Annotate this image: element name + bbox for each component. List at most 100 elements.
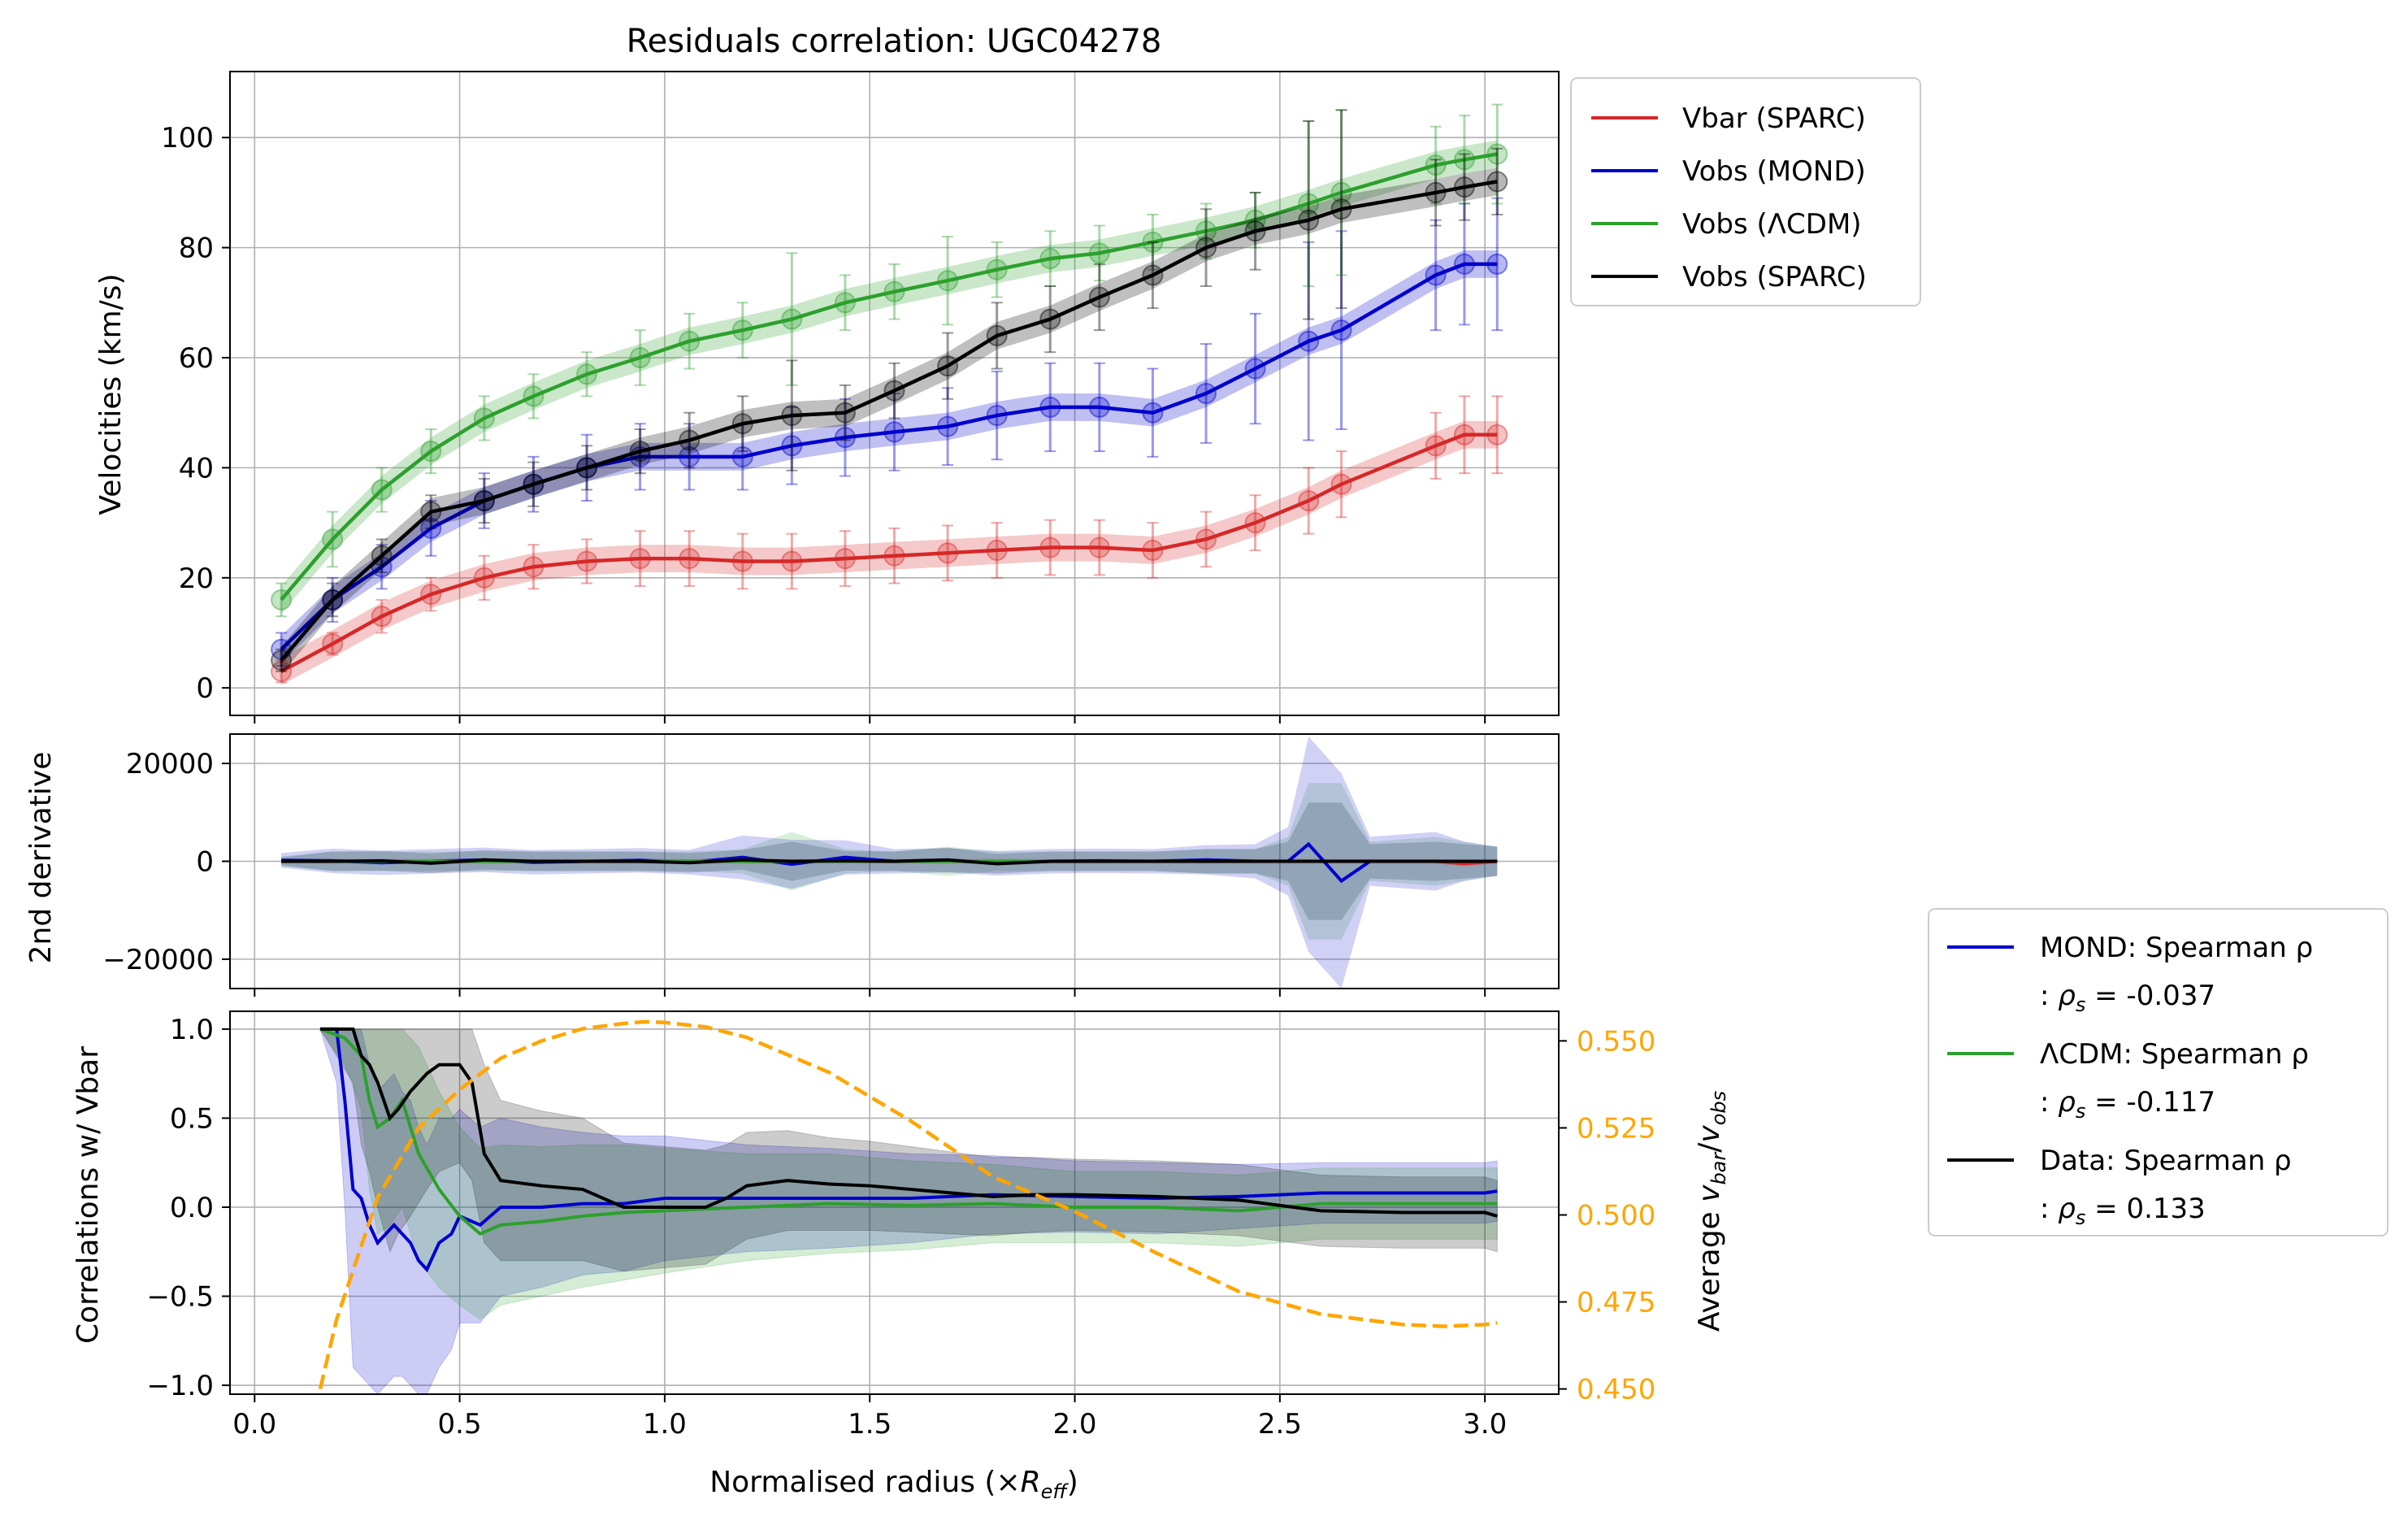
point-0-22 xyxy=(1425,435,1447,457)
point-2-15 xyxy=(1039,248,1061,270)
legend-stat-mond: : ρs = -0.037 xyxy=(2040,980,2215,1016)
point-3-6 xyxy=(576,457,598,479)
point-3-18 xyxy=(1195,237,1217,259)
point-0-3 xyxy=(420,584,442,606)
point-2-23 xyxy=(1453,149,1475,171)
y-tick-label-0: −1.0 xyxy=(146,1370,214,1402)
point-1-3 xyxy=(420,517,442,539)
point-0-20 xyxy=(1298,490,1320,511)
point-3-3 xyxy=(420,501,442,523)
point-2-2 xyxy=(371,479,393,501)
y-tick-label-1: 0 xyxy=(196,846,214,879)
point-2-0 xyxy=(271,589,293,611)
point-0-12 xyxy=(883,545,905,567)
y-tick-label-3: 0.5 xyxy=(170,1102,214,1135)
point-3-21 xyxy=(1330,198,1352,220)
point-2-3 xyxy=(420,441,442,463)
y-tick-label-0: 0 xyxy=(196,672,214,705)
point-2-21 xyxy=(1330,181,1352,203)
line-0 xyxy=(280,432,1498,673)
point-0-15 xyxy=(1039,537,1061,558)
point-3-23 xyxy=(1453,176,1475,198)
point-0-19 xyxy=(1244,512,1266,534)
legend-item-lcdm: ΛCDM: Spearman ρ : ρs = -0.117 xyxy=(1947,1038,2309,1123)
band-2 xyxy=(281,140,1498,614)
point-3-17 xyxy=(1142,264,1164,286)
point-3-9 xyxy=(731,413,753,435)
point-2-20 xyxy=(1298,193,1320,215)
point-3-2 xyxy=(371,545,393,567)
point-3-7 xyxy=(629,441,651,463)
line-1 xyxy=(319,1028,1498,1236)
point-3-13 xyxy=(937,355,959,377)
velocities-panel: 0 20 40 60 80 100 xyxy=(161,71,1560,724)
point-1-20 xyxy=(1298,330,1320,352)
point-1-23 xyxy=(1453,253,1475,275)
panel3-y-label: Correlations w/ Vbar xyxy=(72,1046,105,1344)
point-2-17 xyxy=(1142,231,1164,253)
x-axis: 0.0 0.5 1.0 1.5 2.0 2.5 3.0 xyxy=(232,1394,1507,1441)
y2-tick-label-0: 0.450 xyxy=(1577,1374,1655,1406)
y2-tick-label-4: 0.550 xyxy=(1577,1025,1655,1058)
point-2-22 xyxy=(1425,154,1447,176)
point-2-18 xyxy=(1195,220,1217,242)
point-2-8 xyxy=(679,330,701,352)
point-1-11 xyxy=(834,427,856,449)
legend-item-vobs-mond: Vobs (MOND) xyxy=(1591,155,1866,188)
point-2-7 xyxy=(629,347,651,368)
point-0-2 xyxy=(371,606,393,628)
point-2-11 xyxy=(834,292,856,314)
point-2-14 xyxy=(986,259,1008,280)
legend-stat-data: : ρs = 0.133 xyxy=(2040,1193,2206,1229)
point-0-0 xyxy=(271,660,293,682)
point-1-21 xyxy=(1330,319,1352,341)
point-0-7 xyxy=(629,548,651,570)
y-tick-label-4: 1.0 xyxy=(170,1014,214,1046)
panel-frame xyxy=(229,1010,1560,1395)
point-3-14 xyxy=(986,324,1008,346)
point-1-12 xyxy=(883,421,905,443)
panel1-y-label: Velocities (km/s) xyxy=(94,273,128,515)
line-3 xyxy=(281,858,1498,866)
point-2-12 xyxy=(883,280,905,302)
x-axis-label: Normalised radius (×Reff) xyxy=(709,1466,1078,1503)
y-tick-label-0: −20000 xyxy=(102,944,214,976)
point-2-5 xyxy=(523,385,545,407)
point-0-9 xyxy=(731,550,753,572)
legend-correlations: MOND: Spearman ρ : ρs = -0.037 ΛCDM: Spe… xyxy=(1928,908,2388,1236)
legend-label-vobs-sparc: Vobs (SPARC) xyxy=(1682,261,1867,293)
point-3-16 xyxy=(1088,286,1110,308)
point-0-17 xyxy=(1142,539,1164,561)
legend-label-data: Data: Spearman ρ xyxy=(2040,1145,2292,1177)
point-0-21 xyxy=(1330,473,1352,495)
series-2 xyxy=(271,103,1508,618)
second-derivative-panel: −20000 0 20000 xyxy=(102,733,1560,997)
point-0-4 xyxy=(473,567,495,589)
series-3 xyxy=(271,109,1508,675)
point-3-15 xyxy=(1039,308,1061,330)
point-1-19 xyxy=(1244,358,1266,380)
x-axis xyxy=(254,715,1486,724)
plot-area xyxy=(281,737,1498,989)
point-1-10 xyxy=(781,435,803,457)
point-0-23 xyxy=(1453,424,1475,445)
x-tick-label-1: 0.5 xyxy=(438,1408,482,1441)
point-0-13 xyxy=(937,542,959,564)
legend-item-data: Data: Spearman ρ : ρs = 0.133 xyxy=(1947,1145,2292,1229)
legend-item-mond: MOND: Spearman ρ : ρs = -0.037 xyxy=(1947,932,2313,1016)
y-tick-label-3: 60 xyxy=(179,342,214,375)
point-2-1 xyxy=(322,528,344,550)
point-2-13 xyxy=(937,270,959,292)
point-2-16 xyxy=(1088,242,1110,264)
legend-label-vobs-mond: Vobs (MOND) xyxy=(1682,155,1866,188)
point-3-5 xyxy=(523,473,545,495)
y-axis: −20000 0 20000 xyxy=(102,748,230,976)
legend-stat-lcdm: : ρs = -0.117 xyxy=(2040,1086,2215,1123)
point-1-15 xyxy=(1039,396,1061,418)
y-axis: 0 20 40 60 80 100 xyxy=(161,122,230,705)
point-2-6 xyxy=(576,363,598,385)
y-tick-label-1: −0.5 xyxy=(146,1281,214,1314)
point-2-9 xyxy=(731,319,753,341)
point-1-14 xyxy=(986,405,1008,427)
